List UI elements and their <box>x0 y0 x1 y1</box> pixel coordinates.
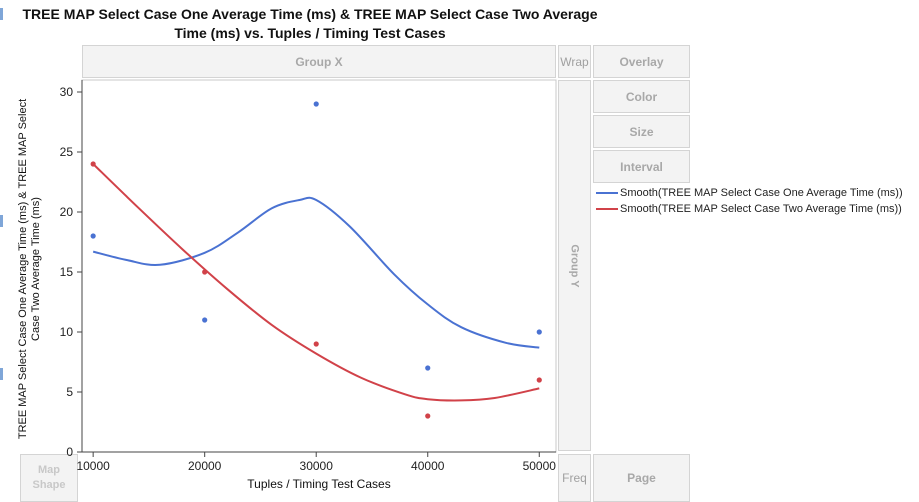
series-layer <box>90 101 542 419</box>
x-axis: 10000 20000 30000 40000 50000 <box>76 452 556 473</box>
y-tick-label: 30 <box>60 85 74 99</box>
interval-zone[interactable]: Interval <box>593 150 690 183</box>
data-point-series-2 <box>425 413 431 419</box>
y-tick-label: 0 <box>66 445 73 459</box>
wrap-zone[interactable]: Wrap <box>558 45 591 78</box>
smooth-line-series-1 <box>92 196 540 349</box>
y-tick-label: 20 <box>60 205 74 219</box>
data-point-series-2 <box>313 341 319 347</box>
legend-item: Smooth(TREE MAP Select Case Two Average … <box>596 201 903 217</box>
smooth-line-series-2 <box>92 163 540 402</box>
left-edge-marker <box>0 215 3 227</box>
x-tick-label: 10000 <box>76 459 110 473</box>
chart-title: TREE MAP Select Case One Average Time (m… <box>22 6 598 41</box>
legend: Smooth(TREE MAP Select Case One Average … <box>596 185 903 217</box>
x-tick-label: 50000 <box>523 459 557 473</box>
data-point-series-2 <box>202 269 208 275</box>
group-x-zone[interactable]: Group X <box>82 45 556 78</box>
left-edge-marker <box>0 368 3 380</box>
left-edge-marker <box>0 8 3 20</box>
legend-swatch <box>596 192 618 194</box>
x-tick-label: 20000 <box>188 459 222 473</box>
group-y-zone[interactable]: Group Y <box>558 80 591 451</box>
data-point-series-2 <box>90 161 96 167</box>
y-tick-label: 15 <box>60 265 74 279</box>
freq-zone[interactable]: Freq <box>558 454 591 502</box>
map-shape-line2: Shape <box>32 479 66 491</box>
data-point-series-1 <box>202 317 208 323</box>
x-tick-label: 30000 <box>300 459 334 473</box>
plot-area <box>81 79 557 453</box>
data-point-series-1 <box>425 365 431 371</box>
legend-label: Smooth(TREE MAP Select Case One Average … <box>620 187 903 199</box>
map-shape-line1: Map <box>38 464 60 476</box>
data-point-series-1 <box>90 233 96 239</box>
y-axis-label: TREE MAP Select Case One Average Time (m… <box>17 98 42 440</box>
map-shape-zone[interactable]: Map Shape <box>20 454 78 502</box>
data-point-series-1 <box>536 329 542 335</box>
y-tick-label: 25 <box>60 145 74 159</box>
y-tick-label: 10 <box>60 325 74 339</box>
color-zone[interactable]: Color <box>593 80 690 113</box>
data-point-series-1 <box>313 101 319 107</box>
y-tick-label: 5 <box>66 385 73 399</box>
size-zone[interactable]: Size <box>593 115 690 148</box>
page-zone[interactable]: Page <box>593 454 690 502</box>
legend-item: Smooth(TREE MAP Select Case One Average … <box>596 185 903 201</box>
legend-label: Smooth(TREE MAP Select Case Two Average … <box>620 203 902 215</box>
y-axis: 0 5 10 15 20 25 30 <box>60 85 82 459</box>
x-tick-label: 40000 <box>411 459 445 473</box>
x-axis-label: Tuples / Timing Test Cases <box>247 477 391 491</box>
overlay-zone[interactable]: Overlay <box>593 45 690 78</box>
data-point-series-2 <box>536 377 542 383</box>
legend-swatch <box>596 208 618 210</box>
